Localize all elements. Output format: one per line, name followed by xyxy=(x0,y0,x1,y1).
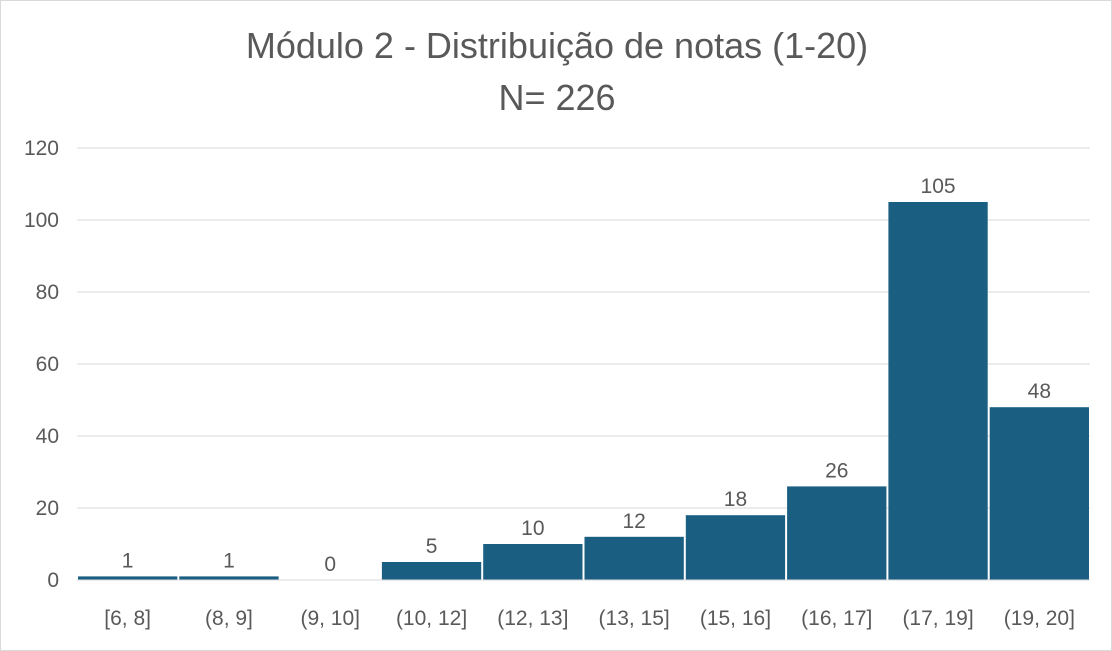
bar-value-label: 10 xyxy=(521,517,544,540)
y-axis: 0 20 40 60 80 100 120 xyxy=(24,137,59,592)
x-tick-label: (8, 9] xyxy=(205,607,253,630)
x-tick-label: (19, 20] xyxy=(1004,607,1075,630)
bar xyxy=(584,536,684,580)
bar-value-label: 26 xyxy=(825,459,848,482)
bar xyxy=(381,562,482,580)
x-tick-label: [6, 8] xyxy=(104,607,151,630)
x-axis: [6, 8] (8, 9] (9, 10] (10, 12] (12, 13] (13, … xyxy=(77,579,1090,630)
bar xyxy=(179,576,279,580)
y-tick-label: 80 xyxy=(36,281,59,304)
bar xyxy=(483,544,583,580)
x-tick-label: (12, 13] xyxy=(497,607,568,630)
x-tick-label: (9, 10] xyxy=(300,607,360,630)
chart-subtitle: N= 226 xyxy=(498,77,616,118)
bar xyxy=(787,486,887,580)
bar-value-label: 1 xyxy=(223,549,235,572)
bar-value-label: 48 xyxy=(1028,380,1051,403)
bar-value-label: 0 xyxy=(324,553,336,576)
y-tick-label: 60 xyxy=(36,353,59,376)
y-tick-label: 120 xyxy=(24,137,59,160)
x-tick-label: (16, 17] xyxy=(801,607,872,630)
x-tick-label: (15, 16] xyxy=(700,607,771,630)
y-tick-label: 20 xyxy=(36,497,59,520)
bar xyxy=(888,202,988,580)
x-tick-label: (17, 19] xyxy=(902,607,973,630)
bar-value-label: 12 xyxy=(622,510,645,533)
bar-value-label: 5 xyxy=(426,535,438,558)
bar xyxy=(78,576,178,580)
bar-value-label: 1 xyxy=(122,549,134,572)
bar xyxy=(989,407,1089,580)
y-tick-label: 40 xyxy=(36,425,59,448)
x-tick-label: (13, 15] xyxy=(599,607,670,630)
chart-title: Módulo 2 - Distribuição de notas (1-20) xyxy=(245,25,869,66)
x-tick-label: (10, 12] xyxy=(396,607,467,630)
bar-value-label: 18 xyxy=(724,488,747,511)
y-tick-label: 0 xyxy=(47,569,59,592)
bar-value-label: 105 xyxy=(921,175,956,198)
bars xyxy=(78,202,1089,580)
bar xyxy=(685,515,786,580)
y-tick-label: 100 xyxy=(24,209,59,232)
